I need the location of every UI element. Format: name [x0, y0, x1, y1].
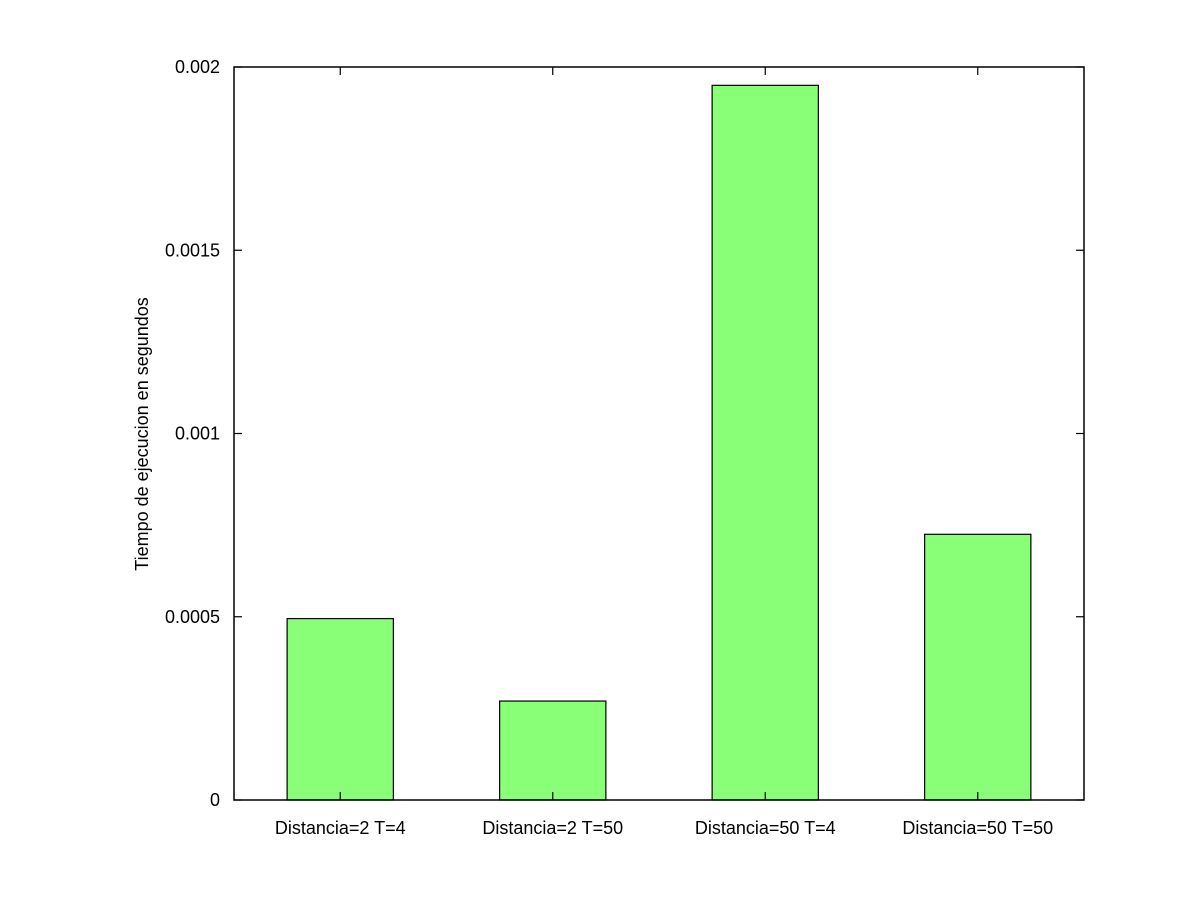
- y-tick-label-4: 0.0015: [165, 240, 220, 260]
- x-tick-label-4: Distancia=50 T=50: [902, 818, 1053, 838]
- bar-2: [499, 700, 607, 801]
- bar-4: [924, 533, 1032, 801]
- x-tick-labels: Distancia=2 T=4 Distancia=2 T=50 Distancia…: [275, 818, 1053, 838]
- bars-layer: [286, 84, 1032, 801]
- y-tick-label-5: 0.002: [175, 57, 220, 77]
- y-tick-label-3: 0.001: [175, 424, 220, 444]
- bar-3: [711, 84, 819, 801]
- x-tick-label-3: Distancia=50 T=4: [695, 818, 836, 838]
- x-tick-label-2: Distancia=2 T=50: [482, 818, 623, 838]
- y-tick-label-1: 0: [210, 790, 220, 810]
- y-tick-labels: 0 0.0005 0.001 0.0015 0.002: [165, 57, 220, 810]
- y-tick-label-2: 0.0005: [165, 607, 220, 627]
- y-axis-label: Tiempo de ejecucion en segundos: [132, 297, 152, 571]
- x-tick-label-1: Distancia=2 T=4: [275, 818, 406, 838]
- ticks-layer: [234, 66, 1084, 801]
- bar-1: [286, 617, 394, 801]
